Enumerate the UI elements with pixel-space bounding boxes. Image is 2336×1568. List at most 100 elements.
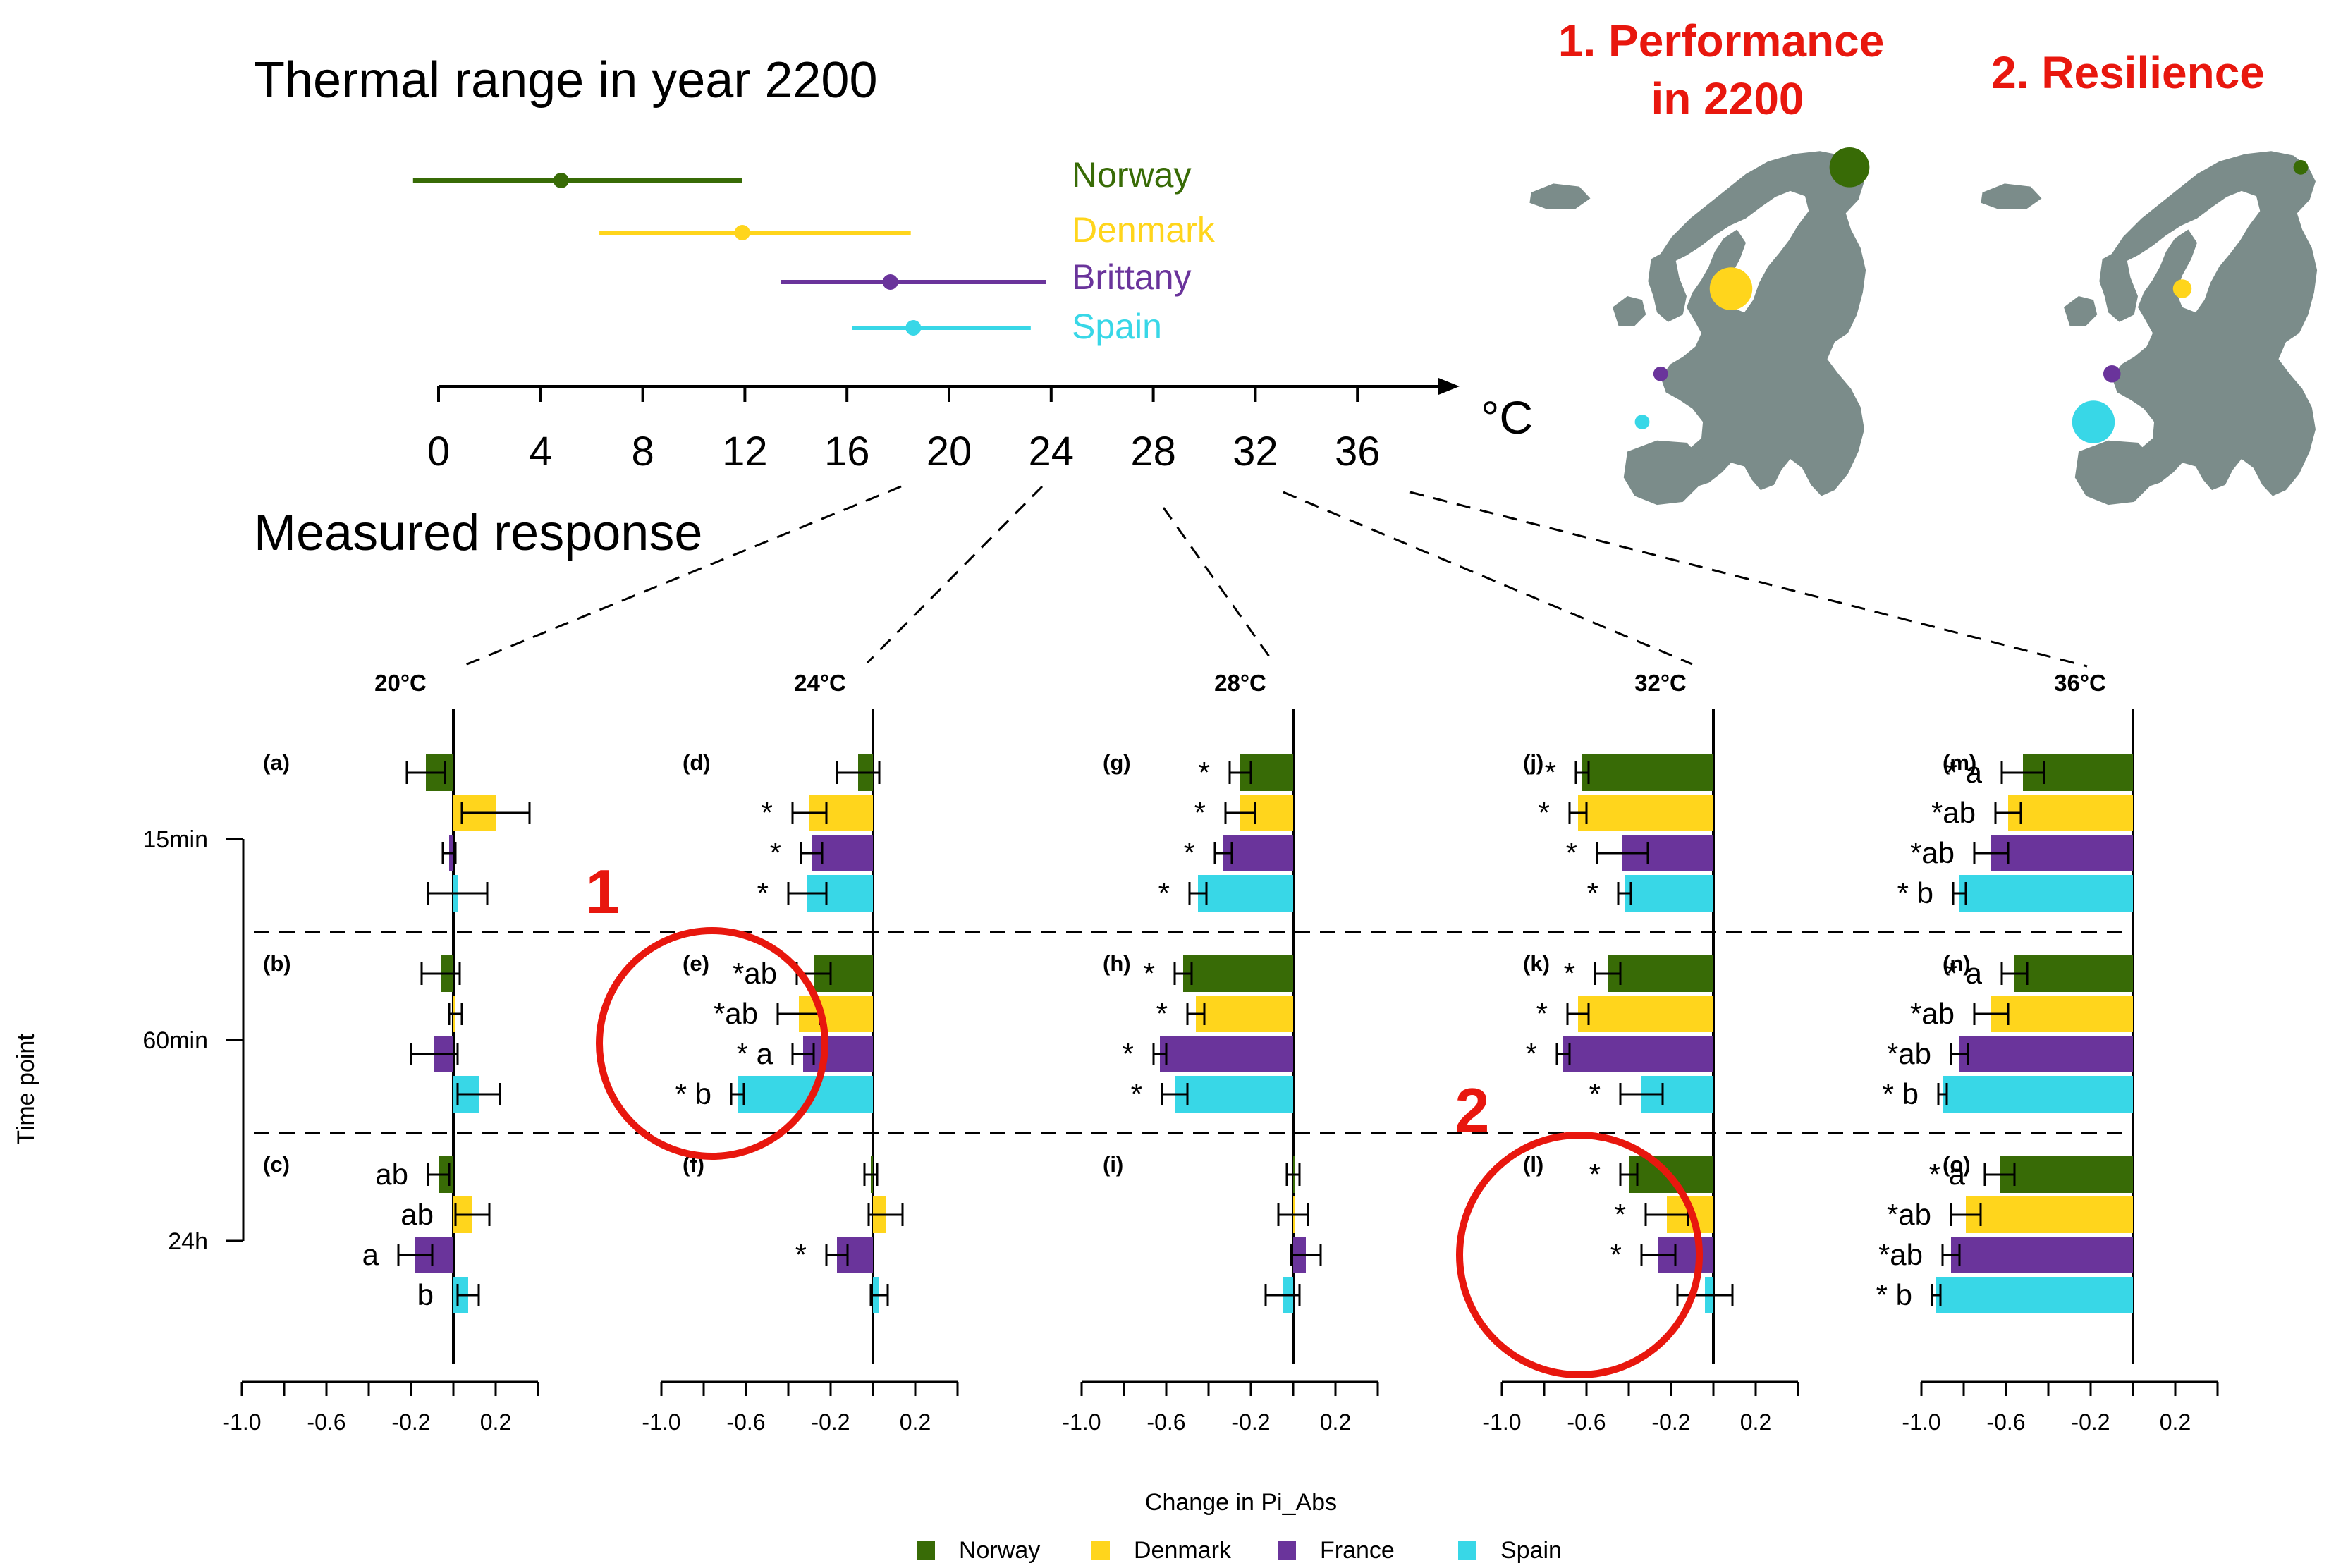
significance-label: * xyxy=(1545,756,1556,789)
map-land-ireland xyxy=(1613,296,1646,326)
x-tick-label: -0.2 xyxy=(1231,1409,1270,1435)
significance-label: * xyxy=(762,796,773,829)
legend-label-spain: Spain xyxy=(1500,1537,1562,1564)
thermal-title: Thermal range in year 2200 xyxy=(254,52,878,109)
x-tick-label: -0.2 xyxy=(391,1409,430,1435)
bar-spain xyxy=(1175,1076,1293,1113)
bar-norway xyxy=(1582,754,1713,791)
panel-tag: (g) xyxy=(1103,750,1131,775)
map-dot-norway xyxy=(1829,147,1870,188)
panel-tag: (c) xyxy=(263,1152,290,1177)
panel-tag: (n) xyxy=(1943,951,1971,976)
bar-spain xyxy=(1625,875,1713,912)
thermal-tick-label: 0 xyxy=(427,429,450,474)
significance-label: * xyxy=(770,836,781,869)
bar-france xyxy=(1991,835,2133,871)
bar-denmark xyxy=(1578,996,1713,1032)
legend-swatch-denmark xyxy=(1091,1541,1110,1560)
significance-label: * xyxy=(1589,1077,1601,1110)
map-land-britain xyxy=(2099,252,2138,322)
panel-tag: (o) xyxy=(1943,1152,1971,1177)
bar-norway xyxy=(2000,1156,2133,1193)
performance-label: 1. Performance in 2200 xyxy=(1558,16,1897,124)
range-mean-brittany xyxy=(882,274,898,290)
temperature-column: 32°C(j) ****(k) ****(l) ***-1.0 -0.6 -0.2 0.2 xyxy=(1482,670,1799,1435)
panel-tag: (d) xyxy=(683,750,711,775)
temperature-column: 24°C(d)***(e) *ab*ab* a* b(f)*-1.0 -0.6 -0.… xyxy=(642,670,959,1435)
temperature-column: 36°C(m)* a*ab*ab* b(n)* a*ab*ab* b(o)* a… xyxy=(1876,670,2219,1435)
highlight-label-1: 1 xyxy=(586,857,620,926)
thermal-tick-label: 4 xyxy=(530,429,552,474)
x-tick-label: -0.6 xyxy=(307,1409,345,1435)
temperature-connectors xyxy=(461,485,2088,668)
maps-panel: 1. Performance in 2200 2. Resilience xyxy=(1529,16,2318,506)
range-name-brittany: Brittany xyxy=(1072,257,1192,297)
map-shapes xyxy=(1529,147,1870,506)
map-land-europe xyxy=(2108,151,2318,496)
bar-denmark xyxy=(1578,795,1713,831)
x-axis: -1.0 -0.6 -0.2 0.2 xyxy=(222,1380,539,1435)
map-dot-denmark xyxy=(2172,279,2192,298)
temperature-label: 32°C xyxy=(1634,670,1687,696)
significance-label: * xyxy=(1615,1198,1626,1231)
x-axis: -1.0 -0.6 -0.2 0.2 xyxy=(642,1380,959,1435)
significance-label: *ab xyxy=(733,957,777,990)
map-land-ireland xyxy=(2064,296,2098,326)
temperature-label: 28°C xyxy=(1214,670,1266,696)
panel-tag: (e) xyxy=(683,951,709,976)
thermal-range-panel: Thermal range in year 2200 Norway Denmark… xyxy=(254,52,1533,474)
x-axis-label: Change in Pi_Abs xyxy=(1145,1489,1337,1516)
x-axis: -1.0 -0.6 -0.2 0.2 xyxy=(1482,1380,1799,1435)
range-name-spain: Spain xyxy=(1072,307,1162,346)
significance-label: * b xyxy=(1876,1278,1912,1311)
bar-denmark xyxy=(2008,795,2133,831)
significance-label: *ab xyxy=(1887,1037,1931,1070)
x-tick-label: -0.2 xyxy=(811,1409,850,1435)
thermal-tick-label: 36 xyxy=(1335,429,1381,474)
panel-tag: (i) xyxy=(1103,1152,1123,1177)
significance-label: *ab xyxy=(1910,836,1955,869)
significance-label: * xyxy=(1526,1037,1537,1070)
highlight-label-2: 2 xyxy=(1455,1075,1490,1145)
time-tick-label: 24h xyxy=(168,1228,208,1255)
significance-label: * xyxy=(1199,756,1210,789)
bar-norway xyxy=(1183,955,1293,992)
map-dot-spain xyxy=(1634,415,1650,429)
significance-label: * xyxy=(1610,1238,1622,1271)
significance-label: *ab xyxy=(1910,997,1955,1030)
legend-label-france: France xyxy=(1320,1537,1395,1564)
significance-label: * xyxy=(1184,836,1195,869)
thermal-tick-label: 8 xyxy=(631,429,654,474)
temperature-column: 28°C(g) ****(h) ****(i)-1.0 -0.6 -0.2 0.2 xyxy=(1062,670,1379,1435)
x-tick-label: 0.2 xyxy=(1740,1409,1771,1435)
significance-label: * xyxy=(1158,876,1170,909)
temperature-label: 36°C xyxy=(2054,670,2106,696)
legend: Norway Denmark France Spain xyxy=(917,1537,1562,1564)
map-dot-brittany xyxy=(2103,365,2121,383)
x-tick-label: -0.6 xyxy=(1986,1409,2025,1435)
range-name-denmark: Denmark xyxy=(1072,210,1216,250)
bar-spain xyxy=(1198,875,1293,912)
resilience-map xyxy=(1981,151,2318,506)
x-tick-label: -0.2 xyxy=(1651,1409,1690,1435)
map-land-iberia xyxy=(2074,440,2155,506)
significance-label: * xyxy=(1539,796,1550,829)
significance-label: ab xyxy=(375,1158,408,1191)
significance-label: *ab xyxy=(714,997,758,1030)
panel-tag: (h) xyxy=(1103,951,1131,976)
significance-label: a xyxy=(362,1238,379,1271)
map-dot-denmark xyxy=(1709,267,1753,310)
map-land-europe xyxy=(1657,151,1866,496)
x-tick-label: -0.6 xyxy=(1567,1409,1606,1435)
panel-tag: (l) xyxy=(1523,1152,1543,1177)
bar-norway xyxy=(2014,955,2133,992)
range-name-norway: Norway xyxy=(1072,155,1191,195)
x-tick-label: -0.6 xyxy=(726,1409,765,1435)
map-land-iceland xyxy=(1981,183,2042,209)
thermal-tick-label: 20 xyxy=(927,429,972,474)
bar-spain xyxy=(1936,1277,2133,1313)
bar-spain xyxy=(1943,1076,2133,1113)
thermal-tick-label: 12 xyxy=(722,429,768,474)
legend-label-norway: Norway xyxy=(959,1537,1040,1564)
